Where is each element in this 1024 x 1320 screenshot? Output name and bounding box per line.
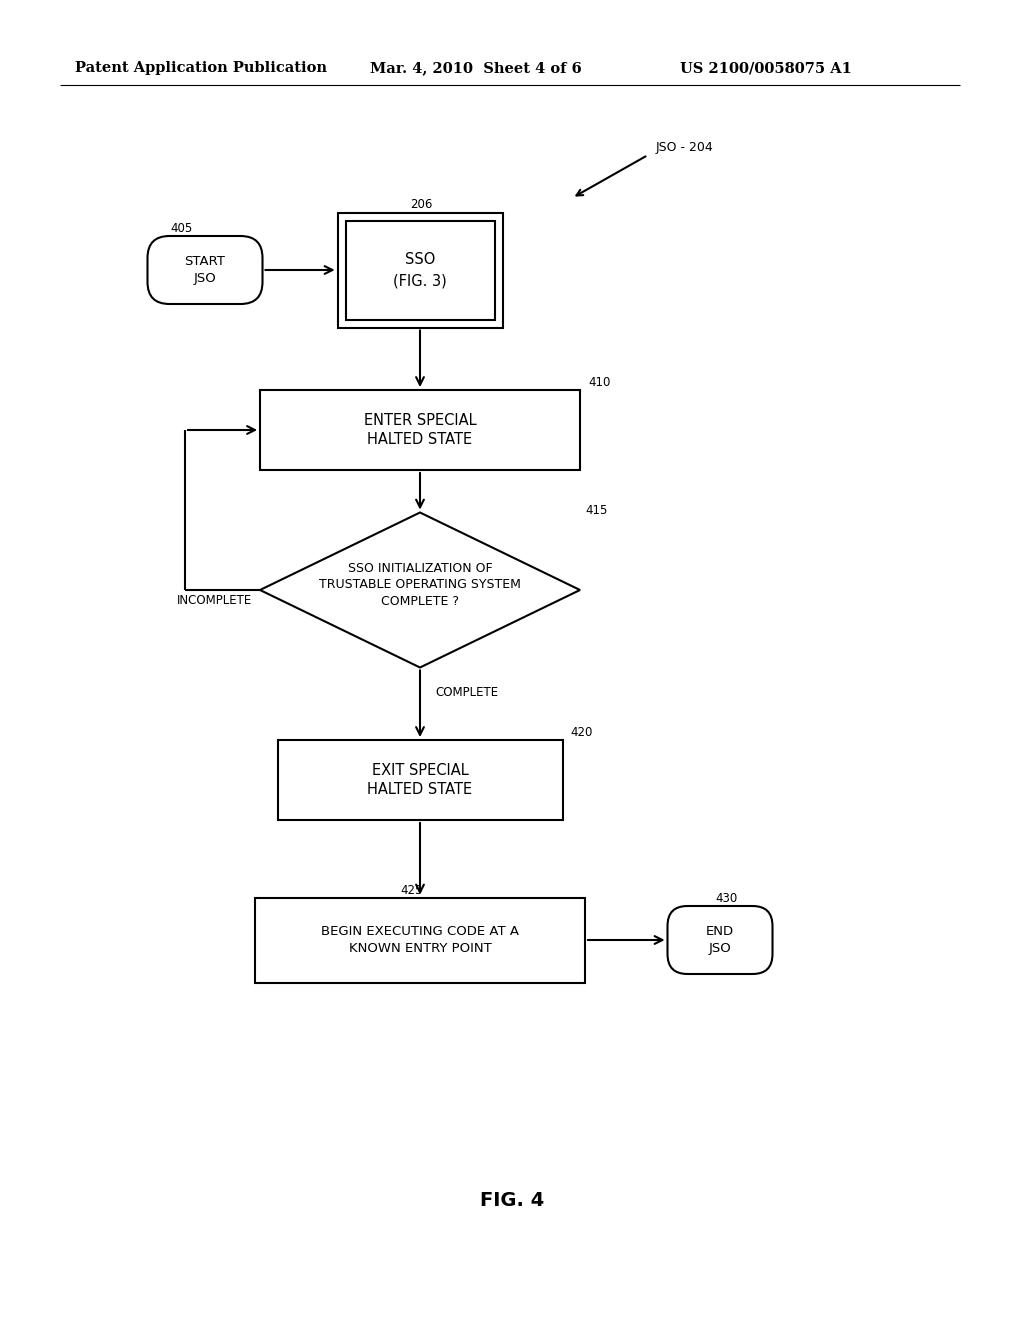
- Text: 206: 206: [410, 198, 432, 211]
- Text: SSO INITIALIZATION OF
TRUSTABLE OPERATING SYSTEM
COMPLETE ?: SSO INITIALIZATION OF TRUSTABLE OPERATIN…: [319, 562, 521, 609]
- Bar: [345, 220, 495, 319]
- Text: Mar. 4, 2010  Sheet 4 of 6: Mar. 4, 2010 Sheet 4 of 6: [370, 61, 582, 75]
- Text: EXIT SPECIAL
HALTED STATE: EXIT SPECIAL HALTED STATE: [368, 763, 472, 797]
- Text: SSO
(FIG. 3): SSO (FIG. 3): [393, 252, 446, 288]
- Text: END
JSO: END JSO: [706, 925, 734, 954]
- Polygon shape: [260, 512, 580, 668]
- Text: 420: 420: [570, 726, 593, 739]
- Text: 430: 430: [715, 892, 737, 906]
- Text: START
JSO: START JSO: [184, 255, 225, 285]
- Bar: [255, 898, 585, 982]
- Text: Patent Application Publication: Patent Application Publication: [75, 61, 327, 75]
- Bar: [278, 741, 562, 820]
- Text: ENTER SPECIAL
HALTED STATE: ENTER SPECIAL HALTED STATE: [364, 413, 476, 447]
- Text: COMPLETE: COMPLETE: [435, 685, 498, 698]
- Text: FIG. 4: FIG. 4: [480, 1191, 544, 1209]
- Text: 425: 425: [400, 883, 422, 896]
- Text: US 2100/0058075 A1: US 2100/0058075 A1: [680, 61, 852, 75]
- Text: JSO - 204: JSO - 204: [656, 141, 714, 154]
- FancyBboxPatch shape: [147, 236, 262, 304]
- Text: BEGIN EXECUTING CODE AT A
KNOWN ENTRY POINT: BEGIN EXECUTING CODE AT A KNOWN ENTRY PO…: [321, 925, 519, 954]
- Text: 415: 415: [585, 504, 607, 517]
- Bar: [338, 213, 503, 327]
- Bar: [260, 389, 580, 470]
- FancyBboxPatch shape: [668, 906, 772, 974]
- Text: 405: 405: [170, 222, 193, 235]
- Text: INCOMPLETE: INCOMPLETE: [177, 594, 252, 606]
- Text: 410: 410: [588, 376, 610, 389]
